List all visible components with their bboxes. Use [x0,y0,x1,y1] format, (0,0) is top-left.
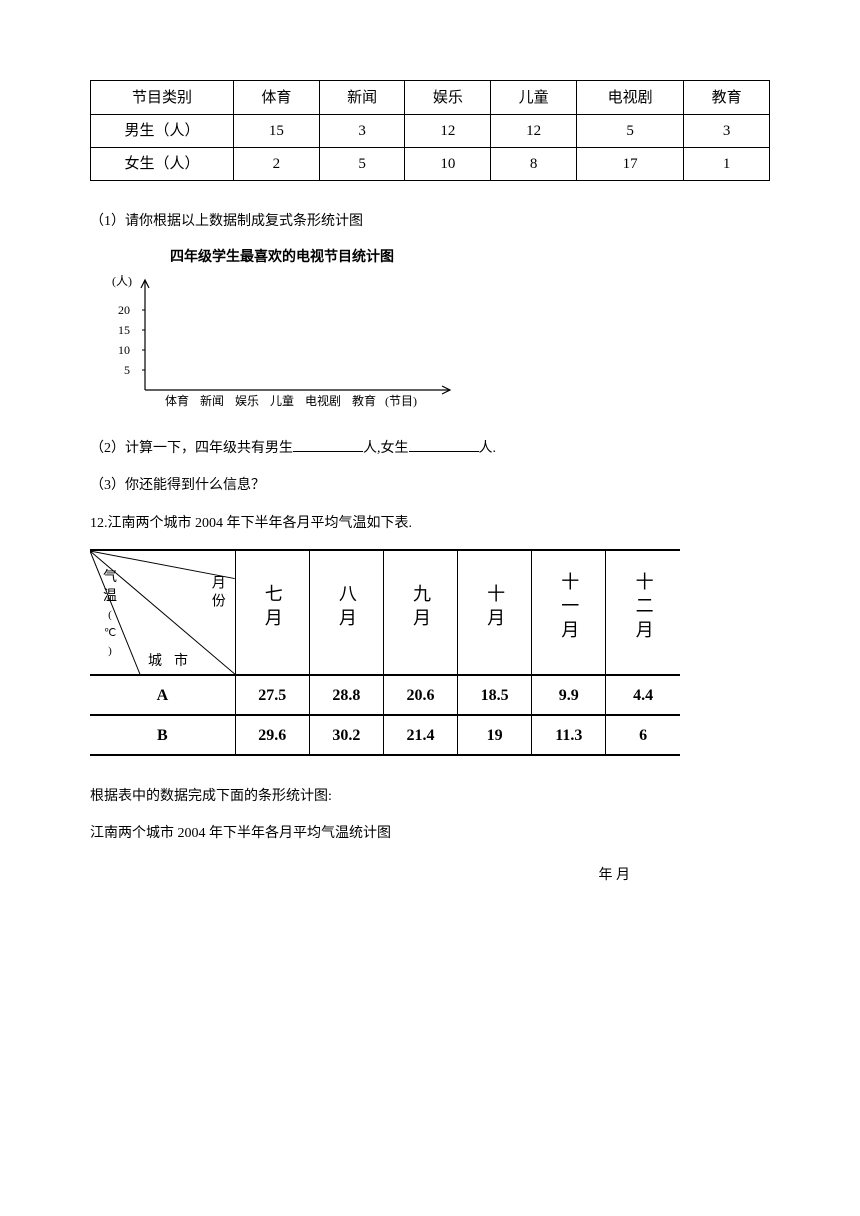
q2-suffix: 人. [479,441,497,456]
t1-cell: 12 [405,115,491,148]
t1-cell: 17 [577,148,684,181]
t1-header: 儿童 [491,81,577,115]
temp-cell: 9.9 [532,675,606,715]
q2-prefix: （2）计算一下，四年级共有男生 [90,441,293,456]
t1-header: 电视剧 [577,81,684,115]
temp-cell: 4.4 [606,675,680,715]
y-axis-label: (人) [112,274,132,288]
chart-axes: (人) 5 10 15 20 体育 新闻 娱乐 儿童 电视剧 教育 (节目) [110,270,470,410]
t1-cell: 15 [233,115,319,148]
temp-cell: 30.2 [309,715,383,755]
t1-cell: 3 [684,115,770,148]
t1-female-label: 女生（人） [91,148,234,181]
footer-chart-title: 江南两个城市 2004 年下半年各月平均气温统计图 [90,823,770,845]
ytick: 10 [118,343,130,357]
t1-cell: 10 [405,148,491,181]
blank-female[interactable] [409,438,479,452]
month-header: 九月 [383,550,457,675]
year-month-label: 年 月 [90,865,630,887]
diag-left-label: 气温(℃) [100,569,120,660]
temp-cell: 28.8 [309,675,383,715]
ytick: 5 [124,363,130,377]
t1-cell: 2 [233,148,319,181]
city-label: A [90,675,235,715]
temp-cell: 18.5 [458,675,532,715]
xlabel: 教育 [352,393,376,408]
t1-cell: 8 [491,148,577,181]
t1-male-label: 男生（人） [91,115,234,148]
month-header: 十一月 [532,550,606,675]
ytick: 15 [118,323,130,337]
temp-cell: 11.3 [532,715,606,755]
footer-instruction: 根据表中的数据完成下面的条形统计图: [90,786,770,808]
ytick: 20 [118,303,130,317]
t1-header: 体育 [233,81,319,115]
t1-header: 娱乐 [405,81,491,115]
t1-cell: 12 [491,115,577,148]
question-3: （3）你还能得到什么信息？ [90,475,770,497]
t1-header: 节目类别 [91,81,234,115]
month-header: 十二月 [606,550,680,675]
month-header: 七月 [235,550,309,675]
x-unit: (节目) [385,394,417,408]
question-2: （2）计算一下，四年级共有男生 人,女生 人. [90,438,770,460]
t1-cell: 1 [684,148,770,181]
temp-cell: 21.4 [383,715,457,755]
xlabel: 娱乐 [235,394,259,408]
bar-chart-empty: 四年级学生最喜欢的电视节目统计图 (人) 5 10 15 20 体育 新闻 娱乐… [110,247,770,418]
t1-cell: 5 [577,115,684,148]
diag-top-label: 月份 [208,575,225,611]
t1-cell: 3 [319,115,405,148]
temperature-table: 月份 气温(℃) 城市 七月 八月 九月 十月 十一月 十二月 A 27.5 2… [90,549,680,756]
diagonal-header-cell: 月份 气温(℃) 城市 [90,550,235,675]
temp-cell: 29.6 [235,715,309,755]
temp-cell: 27.5 [235,675,309,715]
xlabel: 电视剧 [305,393,341,408]
t1-cell: 5 [319,148,405,181]
question-1: （1）请你根据以上数据制成复式条形统计图 [90,211,770,233]
xlabel: 儿童 [270,393,294,408]
xlabel: 体育 [165,393,189,408]
program-table: 节目类别 体育 新闻 娱乐 儿童 电视剧 教育 男生（人） 15 3 12 12… [90,80,770,181]
month-header: 八月 [309,550,383,675]
t1-header: 新闻 [319,81,405,115]
temp-cell: 19 [458,715,532,755]
temp-cell: 20.6 [383,675,457,715]
diag-bottom-label: 城市 [148,654,200,671]
xlabel: 新闻 [200,393,224,408]
temp-cell: 6 [606,715,680,755]
question-12-intro: 12.江南两个城市 2004 年下半年各月平均气温如下表. [90,511,770,535]
t1-header: 教育 [684,81,770,115]
month-header: 十月 [458,550,532,675]
q2-mid: 人,女生 [363,441,409,456]
blank-male[interactable] [293,438,363,452]
city-label: B [90,715,235,755]
chart-title: 四年级学生最喜欢的电视节目统计图 [170,247,770,269]
